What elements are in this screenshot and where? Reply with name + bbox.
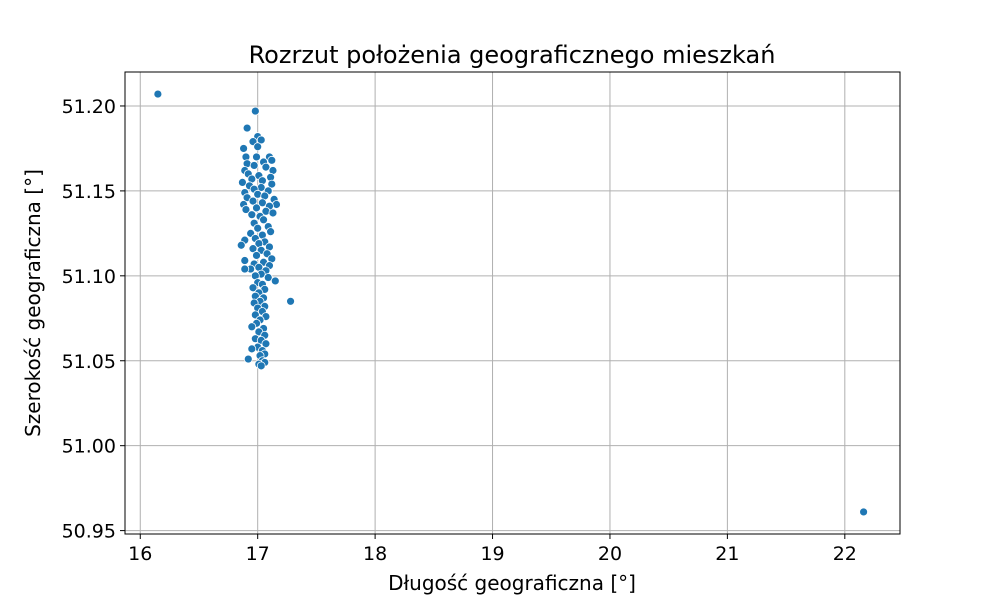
data-point bbox=[267, 155, 277, 165]
data-point bbox=[240, 264, 250, 274]
y-tick-label: 51.05 bbox=[62, 351, 116, 373]
y-tick-label: 51.15 bbox=[62, 181, 116, 203]
data-point bbox=[252, 203, 261, 213]
y-axis-label: Szerokość geograficzna [°] bbox=[21, 169, 45, 437]
data-point bbox=[240, 256, 250, 265]
data-point bbox=[268, 208, 278, 218]
x-tick-label: 18 bbox=[363, 543, 387, 565]
y-tick-label: 51.10 bbox=[62, 266, 116, 288]
data-point bbox=[236, 240, 246, 250]
data-point bbox=[256, 135, 266, 145]
chart-title: Rozrzut położenia geograficznego mieszka… bbox=[249, 41, 776, 69]
x-axis-label: Długość geograficzna [°] bbox=[388, 571, 636, 595]
data-point bbox=[241, 205, 251, 214]
x-tick-label: 21 bbox=[715, 543, 739, 565]
data-point bbox=[248, 283, 258, 293]
data-point bbox=[248, 244, 258, 254]
data-point bbox=[247, 322, 257, 332]
points-layer bbox=[153, 89, 868, 517]
data-point bbox=[250, 106, 260, 116]
x-tick-label: 19 bbox=[480, 543, 504, 565]
data-point bbox=[247, 344, 257, 354]
data-point bbox=[266, 227, 276, 237]
data-point bbox=[248, 196, 258, 206]
data-point bbox=[261, 339, 271, 349]
y-tick-label: 50.95 bbox=[62, 521, 116, 543]
data-point bbox=[252, 152, 261, 162]
x-tick-label: 22 bbox=[833, 543, 857, 565]
x-tick-label: 16 bbox=[128, 543, 152, 565]
data-point bbox=[270, 276, 280, 286]
data-point bbox=[243, 354, 253, 364]
data-point bbox=[247, 210, 257, 220]
plot-frame bbox=[124, 71, 901, 535]
x-tick-label: 17 bbox=[246, 543, 270, 565]
y-tick-label: 51.20 bbox=[62, 96, 116, 118]
data-point bbox=[238, 178, 247, 187]
x-tick-label: 20 bbox=[598, 543, 622, 565]
data-point bbox=[253, 142, 263, 152]
data-point bbox=[259, 215, 268, 225]
data-point bbox=[267, 179, 277, 189]
data-point bbox=[859, 507, 868, 517]
data-point bbox=[239, 144, 248, 153]
data-point bbox=[286, 296, 295, 306]
y-tick-label: 51.00 bbox=[62, 436, 116, 458]
data-point bbox=[261, 162, 271, 172]
data-point bbox=[263, 273, 273, 282]
data-point bbox=[257, 198, 267, 208]
ticks-layer: 16 17 18 19 20 21 22 50.95 51.00 51.05 51.10 51.15 5… bbox=[62, 96, 857, 565]
data-point bbox=[252, 251, 261, 260]
data-point bbox=[249, 161, 259, 170]
data-point bbox=[253, 223, 263, 233]
data-point bbox=[256, 361, 266, 371]
data-point bbox=[153, 89, 163, 99]
data-point bbox=[242, 123, 252, 133]
